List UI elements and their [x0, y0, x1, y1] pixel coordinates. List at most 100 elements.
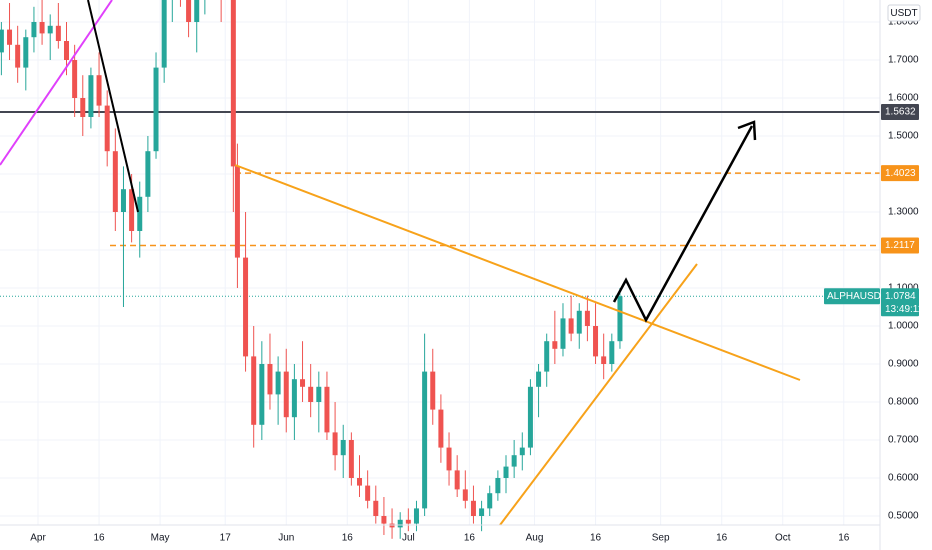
candle-body	[365, 485, 371, 501]
candle-body	[161, 0, 167, 68]
orange-resistance	[234, 164, 801, 381]
candle-body	[186, 0, 192, 23]
x-tick-label: Sep	[652, 533, 670, 544]
candle-body	[316, 386, 322, 402]
candle-body	[72, 60, 78, 99]
y-tick-label: 1.8000	[888, 17, 919, 28]
candle-body	[593, 325, 599, 357]
candle-body	[544, 341, 550, 372]
x-tick-label: Oct	[775, 533, 791, 544]
candle-body	[405, 519, 411, 524]
x-tick-label: Apr	[30, 533, 46, 544]
candle-body	[601, 356, 607, 364]
candle-body	[470, 500, 476, 516]
candle-body	[7, 29, 13, 45]
x-tick-label: 16	[716, 533, 728, 544]
candle-body	[479, 508, 485, 516]
y-tick-label: 0.6000	[888, 473, 919, 484]
candle-body	[568, 318, 574, 334]
candle-body	[291, 379, 297, 418]
candle-body	[234, 166, 240, 258]
candle-body	[519, 447, 525, 456]
candle-body	[308, 386, 314, 402]
candle-body	[300, 379, 306, 387]
candle-body	[259, 363, 265, 425]
candle-body	[88, 75, 94, 118]
black-downtrend	[87, 0, 139, 213]
x-tick-label: Aug	[526, 533, 544, 544]
level-price-box	[881, 237, 919, 254]
candle-body	[381, 515, 387, 524]
x-tick-label: 17	[220, 533, 232, 544]
x-tick-label: 16	[590, 533, 602, 544]
candle-body	[536, 371, 542, 387]
candle-body	[617, 296, 623, 342]
candle-body	[560, 318, 566, 349]
grid	[0, 0, 880, 525]
y-tick-label: 1.5000	[888, 131, 919, 142]
level-price-box	[881, 165, 919, 182]
candle-body	[96, 75, 102, 106]
axes: 0.5000 0.6000 0.7000 0.8000 0.9000 1.0000 1.10…	[30, 17, 923, 544]
candle-body	[454, 470, 460, 490]
candle-body	[446, 447, 452, 471]
symbol-box	[824, 288, 880, 305]
candle-body	[15, 44, 21, 68]
candle-body	[63, 41, 69, 61]
candle-body	[80, 98, 86, 118]
candle-body	[527, 386, 533, 448]
candle-body	[422, 371, 428, 509]
y-tick-label: 0.8000	[888, 397, 919, 408]
candle-body	[243, 257, 249, 357]
x-tick-label: 16	[838, 533, 850, 544]
candle-body	[397, 519, 403, 528]
candle-body	[584, 310, 590, 326]
candle-body	[413, 508, 419, 524]
y-tick-label: 0.5000	[888, 511, 919, 522]
candle-body	[230, 0, 236, 167]
candle-body	[39, 22, 45, 34]
candle-body	[137, 196, 143, 231]
candle-body	[438, 409, 444, 448]
candle-body	[194, 0, 200, 23]
candle-body	[145, 151, 151, 197]
candle-body	[23, 37, 29, 68]
x-tick-label: 16	[342, 533, 354, 544]
y-tick-label: 1.1000	[888, 283, 919, 294]
candle-body	[55, 25, 61, 42]
candle-body	[153, 67, 159, 152]
candle-body	[332, 432, 338, 456]
level-price-label: 1.2117	[885, 240, 915, 251]
y-tick-label: 1.6000	[888, 93, 919, 104]
candle-body	[430, 371, 436, 410]
candle-body	[251, 356, 257, 425]
candles	[0, 0, 623, 539]
orange-support	[499, 263, 698, 526]
candle-body	[112, 151, 118, 212]
candle-body	[275, 371, 281, 395]
x-tick-label: Jun	[278, 533, 294, 544]
candle-body	[511, 455, 517, 467]
candle-body	[31, 22, 37, 38]
candle-body	[373, 500, 379, 516]
y-tick-label: 1.0000	[888, 321, 919, 332]
candle-body	[609, 341, 615, 364]
x-tick-label: Jul	[402, 533, 415, 544]
x-tick-label: May	[151, 533, 170, 544]
currency-box	[887, 4, 921, 22]
candle-body	[0, 29, 4, 53]
x-tick-label: 16	[93, 533, 105, 544]
y-tick-label: 1.3000	[888, 207, 919, 218]
last-price-box	[881, 288, 919, 317]
levels	[0, 110, 880, 297]
candle-body	[47, 25, 53, 34]
candle-body	[129, 189, 135, 231]
y-tick-label: 0.9000	[888, 359, 919, 370]
candle-body	[267, 363, 273, 395]
candle-body	[340, 439, 346, 456]
projection-arrow	[612, 125, 754, 323]
countdown: 13:49:11	[885, 304, 924, 315]
magenta-trendline	[0, 0, 113, 166]
